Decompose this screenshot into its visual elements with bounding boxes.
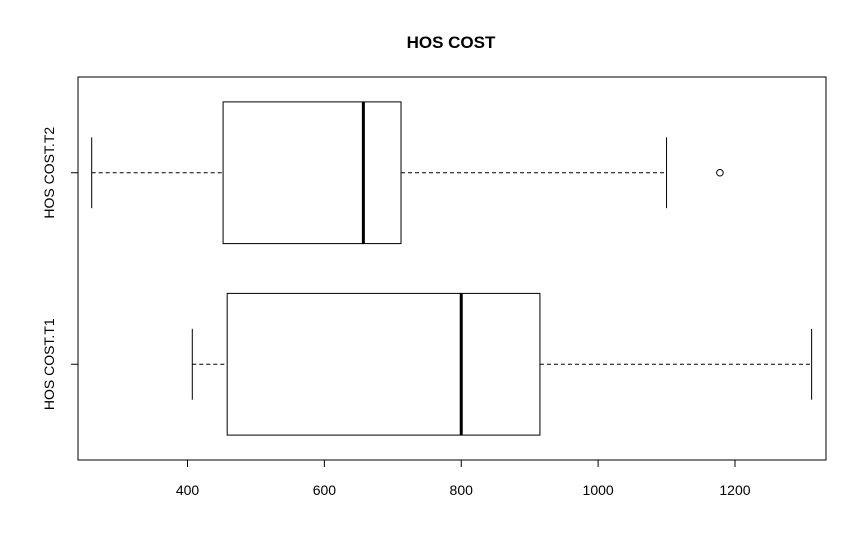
boxes [91,101,813,436]
y-tick-label: HOS COST.T1 [41,318,57,410]
y-tick-label: HOS COST.T2 [41,127,57,219]
x-tick-label: 600 [313,482,337,498]
x-tick-label: 400 [176,482,200,498]
outlier-point [716,168,724,177]
x-tick-label: 1000 [583,482,614,498]
chart-title: HOS COST [407,33,496,52]
iqr-box [222,101,402,245]
box-2 [91,101,724,245]
x-tick-label: 800 [450,482,474,498]
x-axis: 400 600 800 1000 1200 [176,459,751,498]
y-axis: HOS COST.T1 HOS COST.T2 [41,127,79,410]
x-tick-label: 1200 [719,482,750,498]
iqr-box [226,292,541,436]
box-1 [191,292,813,436]
